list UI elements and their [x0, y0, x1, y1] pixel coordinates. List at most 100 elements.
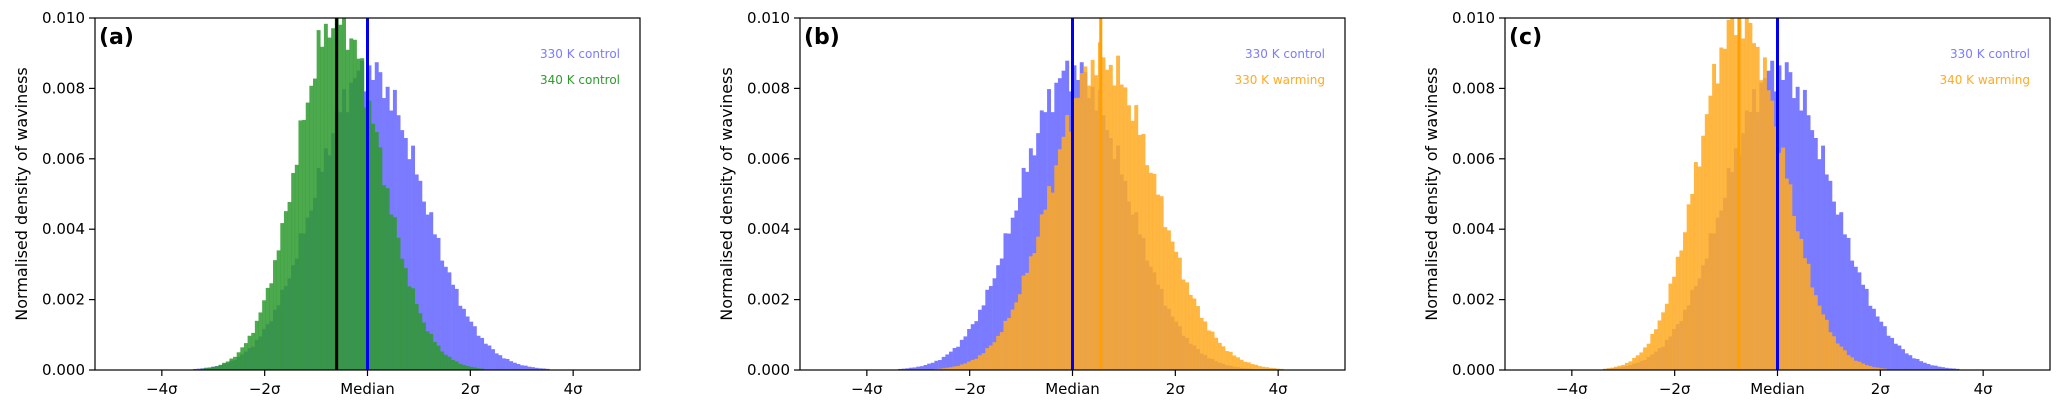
- histogram-bar: [382, 185, 386, 370]
- histogram-bar: [1236, 357, 1240, 370]
- histogram-bar: [422, 322, 426, 370]
- histogram-bar: [469, 321, 474, 370]
- histogram-bar: [222, 362, 227, 370]
- histogram-bar: [1650, 333, 1655, 370]
- histogram-bar: [465, 316, 470, 370]
- histogram-bar: [1050, 192, 1055, 370]
- histogram-bar: [371, 123, 376, 370]
- y-tick-label: 0.006: [1452, 150, 1495, 168]
- histogram-bar: [1643, 347, 1647, 370]
- histogram-bar: [1606, 368, 1611, 370]
- histogram-bar: [1177, 257, 1182, 370]
- histogram-bar: [262, 300, 267, 370]
- y-tick-label: 0.002: [747, 291, 790, 309]
- histogram-bar: [501, 358, 506, 370]
- legend-entry: 330 K control: [540, 47, 620, 61]
- histogram-bar: [963, 336, 968, 370]
- histogram-bar: [291, 173, 296, 370]
- histogram-bar: [1072, 98, 1077, 370]
- x-tick-label: −4σ: [1556, 380, 1588, 398]
- x-tick-label: 2σ: [1166, 380, 1186, 398]
- histogram-bar: [1094, 75, 1099, 370]
- histogram-bar: [1904, 353, 1909, 370]
- histogram-bar: [970, 359, 975, 370]
- histogram-bar: [1810, 130, 1815, 370]
- histogram-bar: [1788, 184, 1793, 370]
- y-tick-label: 0.000: [42, 361, 85, 379]
- histogram-bar: [1156, 194, 1160, 370]
- histogram-bar: [1795, 86, 1800, 370]
- histogram-bar: [516, 363, 521, 370]
- histogram-bar: [403, 268, 408, 370]
- y-tick-label: 0.002: [1452, 291, 1495, 309]
- histogram-bar: [1897, 345, 1902, 370]
- histogram-bar: [988, 345, 993, 370]
- histogram-bar: [378, 147, 383, 370]
- histogram-bar: [1679, 250, 1684, 370]
- x-tick-label: 4σ: [1974, 380, 1994, 398]
- y-tick-label: 0.010: [42, 9, 85, 27]
- histogram-bar: [523, 365, 528, 370]
- histogram-bar: [294, 164, 299, 370]
- histogram-bar: [1105, 69, 1110, 370]
- x-tick-label: −4σ: [146, 380, 178, 398]
- histogram-bar: [1726, 19, 1731, 370]
- histogram-bar: [1624, 362, 1629, 370]
- histogram-bar: [1915, 358, 1920, 370]
- histogram-bar: [520, 365, 525, 370]
- histogram-bar: [1857, 272, 1862, 370]
- histogram-bar: [1610, 367, 1615, 370]
- histogram-bar: [240, 347, 245, 370]
- histogram-bar: [1828, 332, 1833, 370]
- histogram-bar: [1268, 367, 1273, 370]
- panel-label: (b): [804, 25, 840, 50]
- histogram-bar: [1199, 317, 1204, 370]
- histogram-bar: [538, 368, 543, 370]
- histogram-bar: [1163, 227, 1168, 370]
- histogram-bar: [1617, 365, 1622, 370]
- histogram-bar: [1806, 263, 1811, 370]
- histogram-bar: [356, 58, 361, 370]
- x-tick-label: 2σ: [461, 380, 481, 398]
- histogram-bar: [1839, 346, 1844, 370]
- x-tick-label: −2σ: [1659, 380, 1691, 398]
- histogram-bar: [985, 289, 990, 370]
- histogram-bar: [487, 345, 492, 370]
- histogram-bar: [1879, 321, 1884, 370]
- histogram-bar: [1206, 330, 1211, 370]
- y-tick-label: 0.006: [747, 150, 790, 168]
- histogram-bar: [1864, 365, 1869, 370]
- histogram-bar: [1174, 251, 1179, 370]
- histogram-bar: [1802, 89, 1807, 370]
- histogram-bar: [1196, 306, 1200, 370]
- histogram-bar: [302, 119, 307, 370]
- histogram-bar: [952, 348, 957, 370]
- x-tick-label: Median: [340, 380, 395, 398]
- histogram-bar: [1752, 43, 1756, 370]
- histogram-bar: [1770, 100, 1775, 370]
- histogram-bar: [1777, 152, 1782, 370]
- histogram-bar: [996, 335, 1001, 370]
- histogram-bar: [970, 324, 975, 370]
- histogram-bar: [985, 348, 990, 370]
- histogram-bar: [374, 131, 379, 370]
- panel-label: (a): [99, 25, 134, 50]
- histogram-bar: [316, 30, 321, 370]
- histogram-bar: [447, 272, 452, 370]
- histogram-bar: [407, 286, 412, 370]
- histogram-bar: [447, 356, 452, 370]
- histogram-bar: [265, 287, 270, 370]
- histogram-bar: [1690, 193, 1695, 370]
- histogram-bar: [309, 85, 314, 370]
- histogram-bar: [959, 364, 964, 370]
- histogram-bar: [1239, 359, 1244, 370]
- histogram-bar: [287, 202, 292, 370]
- histogram-bar: [254, 320, 259, 370]
- histogram-bar: [912, 367, 917, 370]
- histogram-bar: [909, 367, 913, 370]
- histogram-bar: [400, 258, 405, 370]
- histogram-bar: [1882, 326, 1887, 370]
- histogram-bar: [432, 234, 437, 370]
- histogram-bar: [443, 354, 448, 370]
- histogram-bar: [1686, 204, 1691, 370]
